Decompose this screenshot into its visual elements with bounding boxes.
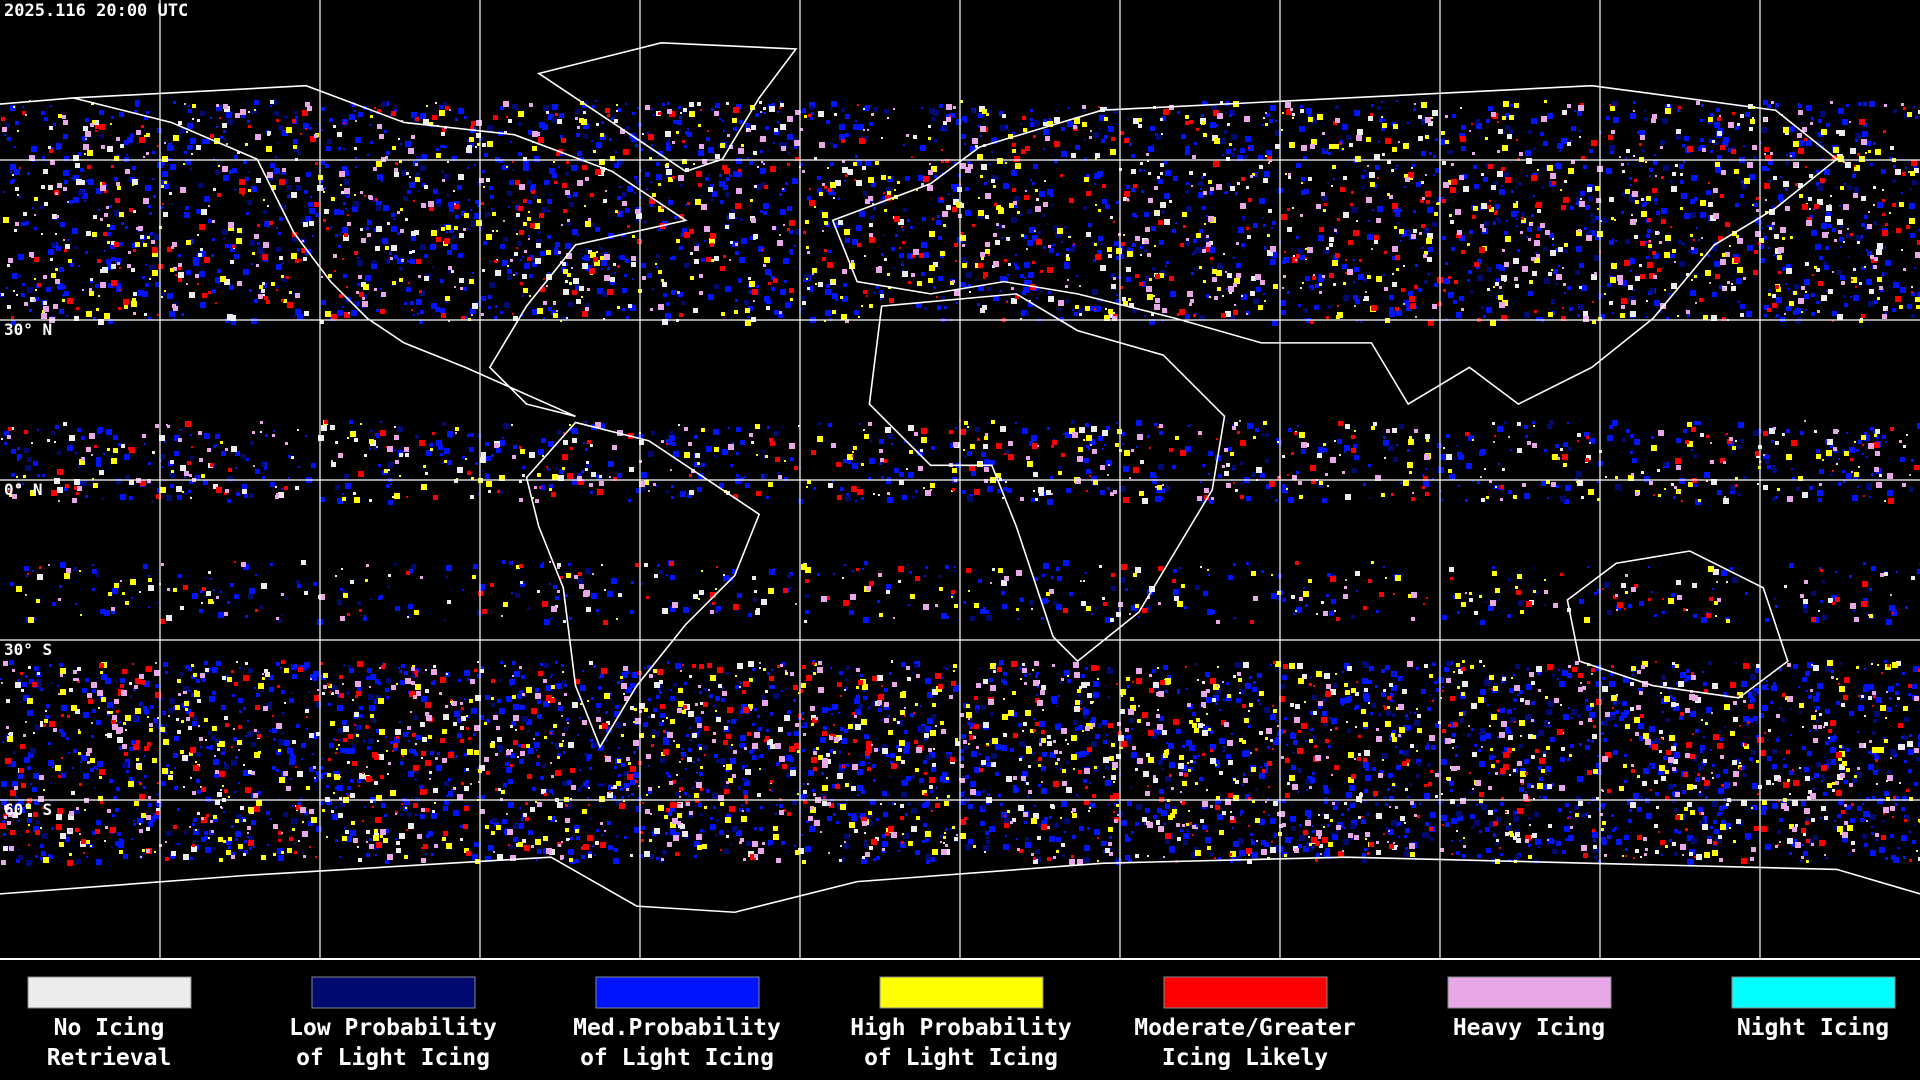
legend-swatch (1163, 976, 1328, 1009)
legend-label: Low Probability (289, 1015, 497, 1041)
legend-swatch (27, 976, 192, 1009)
coastline (0, 856, 1920, 914)
icing-pixels-layer (1, 100, 1920, 864)
legend-swatch (311, 976, 476, 1009)
icing-pixels-layer (1, 100, 1920, 864)
legend-label: Icing Likely (1162, 1045, 1328, 1071)
legend-label: of Light Icing (580, 1045, 774, 1071)
coastlines (0, 42, 1920, 914)
coastline (831, 84, 1839, 406)
latitude-labels: 30° N 0° N 30° S 60° S (4, 320, 52, 819)
grid (0, 0, 1920, 958)
legend-swatch (1731, 976, 1896, 1009)
legend-label: High Probability (850, 1015, 1072, 1041)
legend-swatch (595, 976, 760, 1009)
latitude-label: 30° N (4, 320, 52, 339)
legend-label: of Light Icing (296, 1045, 490, 1071)
latitude-label: 30° S (4, 640, 52, 659)
legend-swatch (1447, 976, 1612, 1009)
icing-pixels (0, 100, 1920, 866)
legend-label: of Light Icing (864, 1045, 1058, 1071)
legend-swatch (879, 976, 1044, 1009)
timestamp: 2025.116 20:00 UTC (4, 1, 188, 21)
coastline (536, 42, 798, 173)
legend-label: Night Icing (1737, 1015, 1889, 1041)
legend-label: No Icing (54, 1015, 165, 1041)
map-border (0, 958, 1920, 960)
legend-label: Retrieval (47, 1045, 172, 1071)
coastline (0, 84, 688, 418)
coastline (868, 293, 1226, 663)
latitude-label: 0° N (4, 480, 43, 499)
coastline (525, 421, 761, 749)
latitude-label: 60° S (4, 800, 52, 819)
coastline (1566, 550, 1789, 699)
legend-label: Med.Probability (573, 1015, 781, 1041)
legend-label: Heavy Icing (1453, 1015, 1605, 1041)
legend: No Icing Retrieval Low Probability of Light… (27, 976, 1896, 1071)
legend-label: Moderate/Greater (1134, 1015, 1356, 1041)
